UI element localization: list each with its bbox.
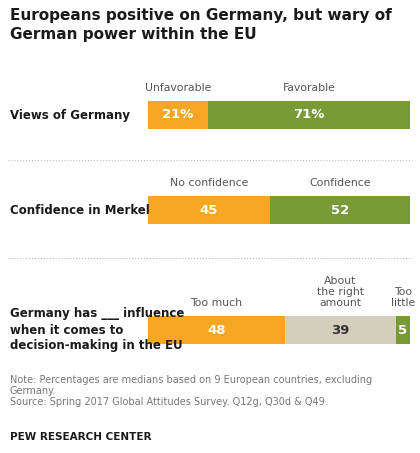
Text: 5: 5 — [398, 323, 407, 337]
Text: Europeans positive on Germany, but wary of
German power within the EU: Europeans positive on Germany, but wary … — [10, 8, 392, 42]
Text: 52: 52 — [331, 203, 349, 217]
Text: Confidence in Merkel: Confidence in Merkel — [10, 203, 150, 217]
Bar — [148, 316, 285, 344]
Text: 21%: 21% — [162, 109, 194, 121]
Bar — [396, 316, 410, 344]
Text: Germany.: Germany. — [10, 386, 57, 396]
Text: Germany has ___ influence
when it comes to
decision-making in the EU: Germany has ___ influence when it comes … — [10, 308, 184, 352]
Text: About
the right
amount: About the right amount — [317, 275, 364, 308]
Text: 48: 48 — [207, 323, 226, 337]
Text: Confidence: Confidence — [309, 178, 370, 188]
Text: No confidence: No confidence — [170, 178, 248, 188]
Text: 39: 39 — [331, 323, 349, 337]
Bar — [270, 196, 410, 224]
Text: 45: 45 — [200, 203, 218, 217]
Text: Too
little: Too little — [391, 287, 415, 308]
Text: Views of Germany: Views of Germany — [10, 109, 130, 121]
Text: Too much: Too much — [190, 298, 242, 308]
Bar — [148, 196, 270, 224]
Text: 71%: 71% — [293, 109, 325, 121]
Text: Note: Percentages are medians based on 9 European countries, excluding: Note: Percentages are medians based on 9… — [10, 375, 372, 385]
Bar — [285, 316, 396, 344]
Bar — [208, 101, 410, 129]
Bar — [148, 101, 208, 129]
Text: Source: Spring 2017 Global Attitudes Survey. Q12g, Q30d & Q49.: Source: Spring 2017 Global Attitudes Sur… — [10, 397, 328, 407]
Text: Favorable: Favorable — [283, 83, 335, 93]
Text: PEW RESEARCH CENTER: PEW RESEARCH CENTER — [10, 432, 152, 442]
Text: Unfavorable: Unfavorable — [145, 83, 211, 93]
